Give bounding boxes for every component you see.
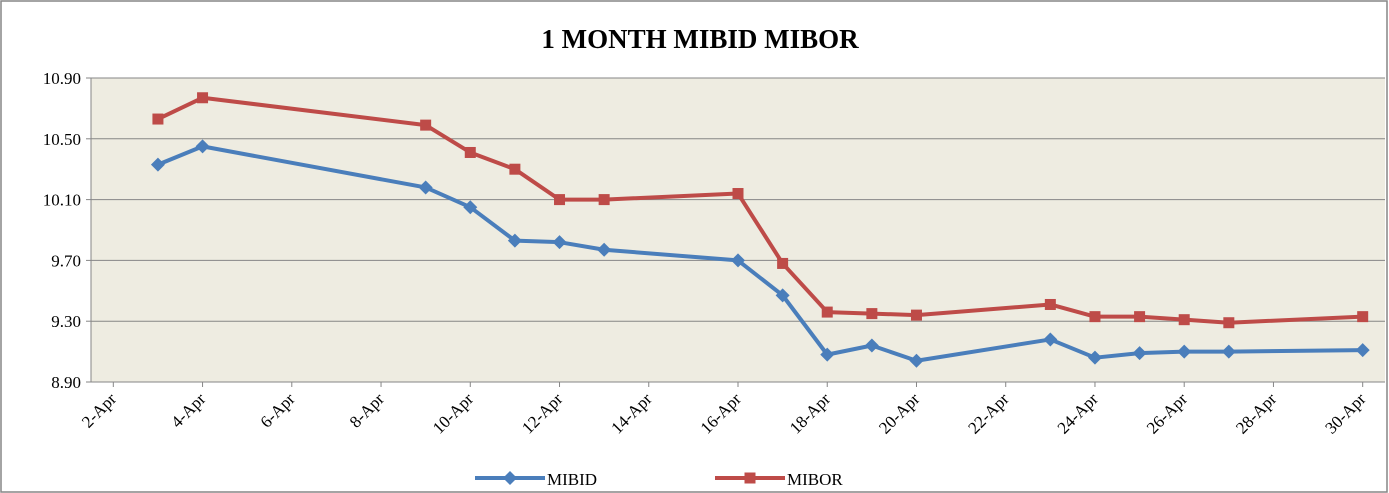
marker xyxy=(1132,346,1147,361)
marker xyxy=(1087,350,1102,365)
marker xyxy=(820,347,835,362)
marker xyxy=(1044,298,1056,310)
marker xyxy=(1043,332,1058,347)
y-tick-label: 8.90 xyxy=(51,373,81,392)
series-line xyxy=(157,95,1363,325)
marker xyxy=(777,257,789,269)
y-tick-label: 10.50 xyxy=(43,130,81,149)
legend-marker xyxy=(744,472,756,484)
marker xyxy=(420,119,432,131)
marker xyxy=(195,139,210,154)
marker xyxy=(731,253,745,268)
marker xyxy=(554,194,566,206)
marker xyxy=(1223,317,1235,329)
plot-area xyxy=(91,78,1385,382)
marker xyxy=(1357,311,1369,323)
legend-label: MIBOR xyxy=(787,470,843,489)
marker xyxy=(909,353,924,368)
marker xyxy=(1355,343,1370,358)
y-tick-label: 10.10 xyxy=(43,191,81,210)
marker xyxy=(910,309,922,321)
marker xyxy=(864,338,879,353)
marker xyxy=(1178,314,1190,326)
marker xyxy=(509,163,521,175)
chart-title: 1 MONTH MIBID MIBOR xyxy=(541,24,859,54)
y-tick-label: 10.90 xyxy=(43,69,81,88)
marker xyxy=(866,308,878,320)
marker xyxy=(732,188,744,200)
y-tick-label: 9.70 xyxy=(51,251,81,270)
legend-label: MIBID xyxy=(547,470,597,489)
marker xyxy=(552,235,567,250)
marker xyxy=(1177,344,1192,359)
marker xyxy=(507,233,522,248)
marker xyxy=(464,146,476,158)
series-line xyxy=(157,144,1363,363)
marker xyxy=(775,288,790,303)
marker xyxy=(598,194,610,206)
marker xyxy=(152,113,164,125)
y-tick-label: 9.30 xyxy=(51,312,81,331)
marker xyxy=(1134,311,1146,323)
marker xyxy=(463,200,478,215)
marker xyxy=(821,306,833,318)
marker xyxy=(1221,344,1236,359)
marker xyxy=(597,242,612,257)
legend-marker xyxy=(503,471,517,485)
marker xyxy=(418,180,433,195)
marker xyxy=(1089,311,1101,323)
marker xyxy=(197,92,209,104)
marker xyxy=(150,157,165,172)
